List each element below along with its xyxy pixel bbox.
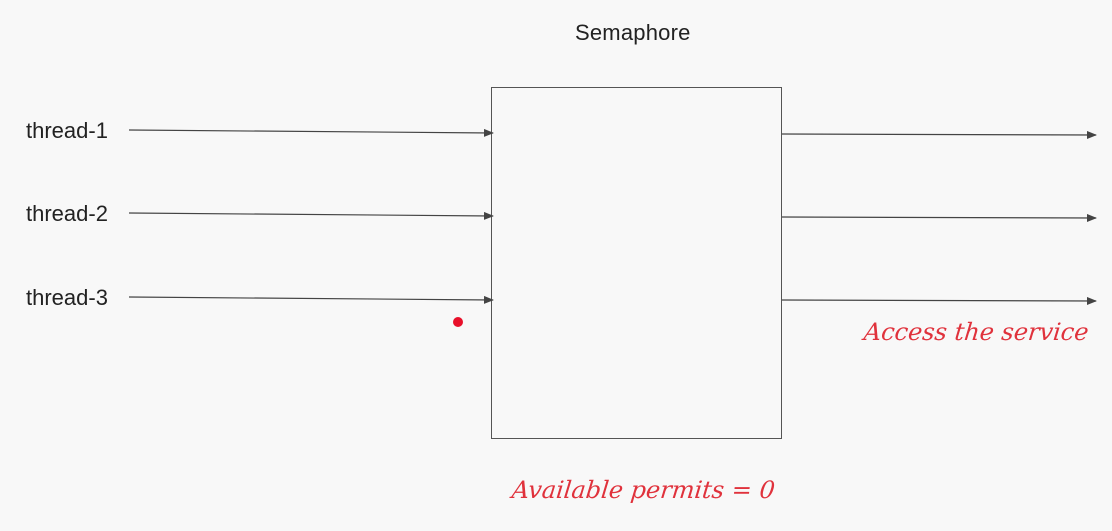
available-permits-annotation: Available permits = 0 — [510, 476, 777, 504]
thread-label-2: thread-2 — [26, 201, 108, 226]
outgoing-arrow-3 — [781, 296, 1097, 305]
semaphore-box — [491, 87, 782, 439]
semaphore-title: Semaphore — [575, 20, 691, 45]
outgoing-arrow-2 — [781, 213, 1097, 222]
incoming-arrow-3 — [128, 295, 494, 304]
outgoing-arrow-1 — [781, 130, 1097, 139]
incoming-arrow-2 — [128, 211, 494, 220]
access-service-annotation: Access the service — [862, 318, 1090, 346]
incoming-arrow-1 — [128, 128, 494, 137]
thread-label-3: thread-3 — [26, 285, 108, 310]
thread-label-1: thread-1 — [26, 118, 108, 143]
pointer-dot — [453, 317, 463, 327]
